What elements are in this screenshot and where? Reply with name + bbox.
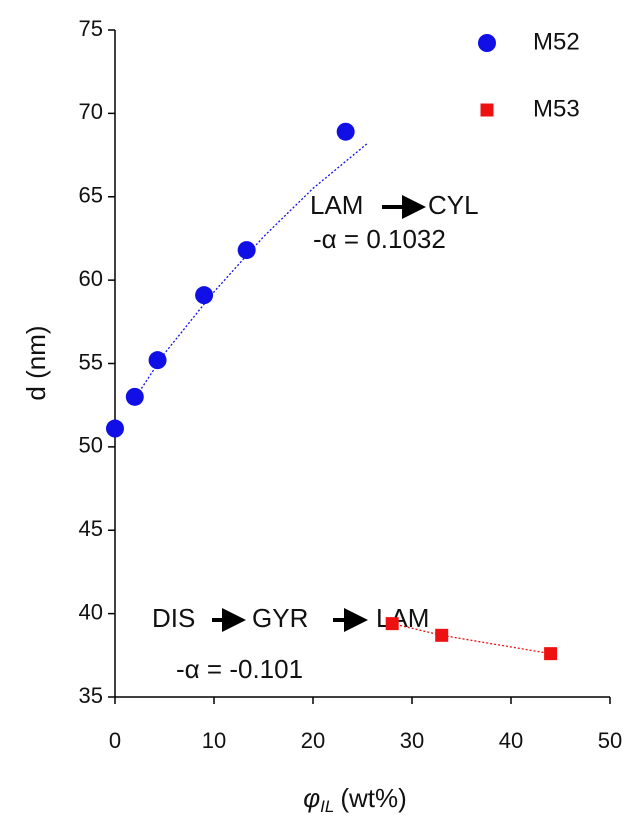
point [148,351,167,370]
point [125,387,144,406]
legend-label: M53 [533,95,580,122]
x-label-sub: IL [320,797,334,816]
legend-marker [480,103,494,117]
x-axis-label: φIL (wt%) [303,783,407,816]
fit-line [392,622,551,655]
point [195,286,214,305]
point [435,628,449,642]
point [106,419,124,438]
y-tick-label: 60 [79,266,103,291]
phase: LAM [376,603,429,633]
y-tick-label: 35 [79,683,103,708]
x-label-symbol: φ [303,783,320,813]
y-axis-label: d (nm) [21,325,51,400]
x-label-unit: (wt%) [340,783,406,813]
y-tick-label: 40 [79,599,103,624]
point [237,241,256,260]
y-tick-label: 50 [79,433,103,458]
x-tick-label: 50 [598,728,622,753]
y-tick-label: 55 [79,349,103,374]
point [544,647,558,661]
point [385,617,399,631]
y-tick-label: 70 [79,99,103,124]
y-tick-label: 65 [79,183,103,208]
legend-marker [478,34,496,52]
m52-annotation: LAM CYL -α = 0.1032 [310,190,479,254]
point [336,122,355,141]
x-tick-label: 0 [109,728,121,753]
y-tick-label: 45 [79,516,103,541]
x-tick-label: 30 [400,728,424,753]
phase: LAM [310,190,363,220]
legend-label: M52 [533,28,580,55]
phase: DIS [152,603,195,633]
x-tick-label: 20 [301,728,325,753]
m53-annotation: DIS GYR LAM -α = -0.101 [152,603,429,684]
phase: GYR [252,603,308,633]
alpha: -α = -0.101 [176,654,303,684]
fit-line [134,142,368,399]
x-tick-label: 10 [202,728,226,753]
y-tick-label: 75 [79,16,103,41]
phase: CYL [428,190,479,220]
x-tick-label: 40 [499,728,523,753]
alpha: -α = 0.1032 [313,224,446,254]
